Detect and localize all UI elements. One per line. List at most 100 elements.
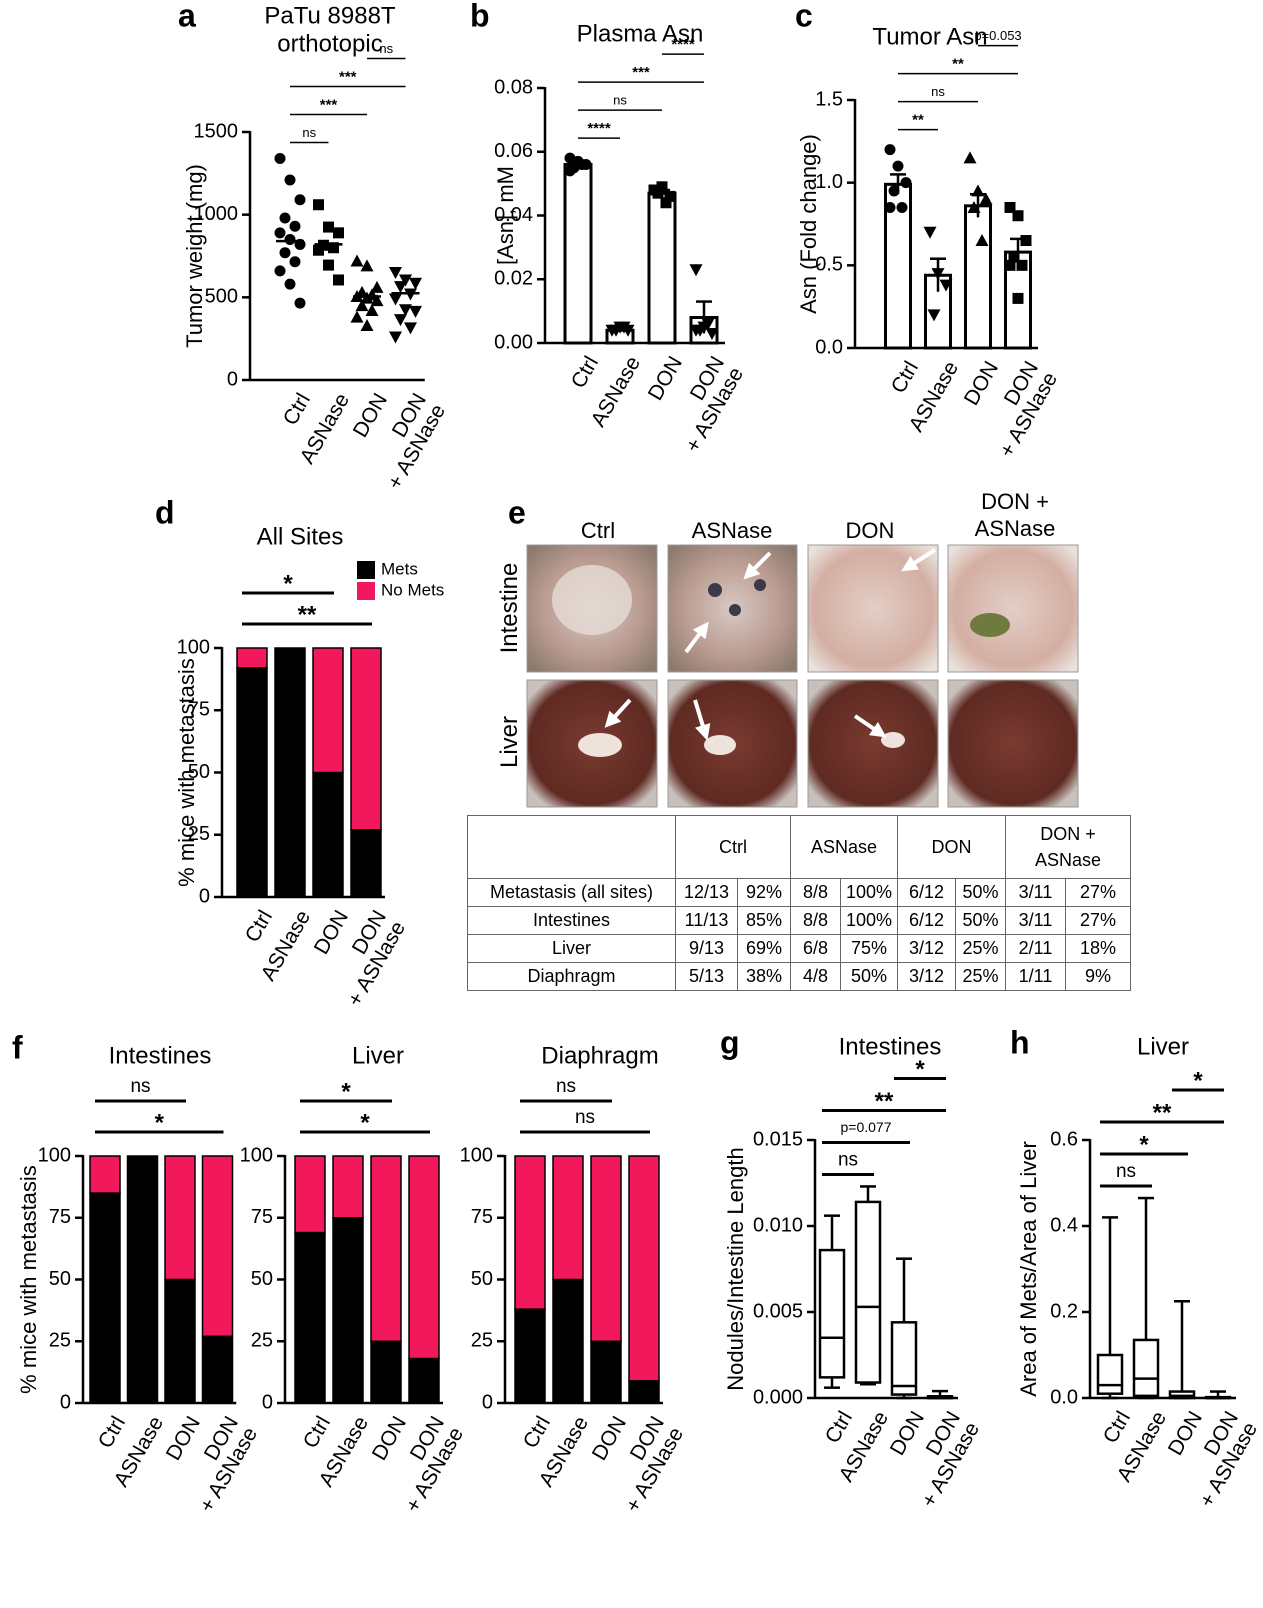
data-point [333,227,344,239]
data-point [294,194,306,206]
y-tick-label: 1.5 [815,88,843,110]
bar [964,204,992,350]
significance-label: *** [632,64,650,81]
chart-title: All Sites [257,523,344,550]
chart-title: PaTu 8988T [264,2,396,29]
significance-label: * [915,1056,925,1083]
bar-segment [236,667,268,898]
table-cell: 3/12 [897,962,956,991]
data-point [328,242,339,254]
table-cell: 6/12 [897,906,956,935]
bar-segment [514,1155,546,1310]
photo-detail [881,732,905,748]
y-tick-label: 0 [60,1391,71,1413]
chart-title: orthotopic [277,30,382,57]
table-cell: 5/13 [675,962,738,991]
significance-label: ns [556,1076,576,1097]
y-tick-label: 0.010 [753,1214,803,1236]
significance-label: ** [298,601,317,628]
significance-label: * [283,570,293,597]
data-point [284,278,296,290]
table-cell: 25% [955,934,1006,963]
photo-panel: e [508,494,1079,808]
panel-letter: g [720,1024,740,1060]
data-point [333,274,344,286]
table-cell: 6/12 [897,878,956,907]
y-tick-label: 25 [471,1330,493,1352]
y-tick-label: 100 [177,636,210,658]
arrow [684,621,709,654]
legend-swatch [357,561,375,579]
legend-swatch [357,582,375,600]
y-tick-label: 100 [38,1144,71,1166]
panel-letter: e [508,494,526,530]
data-point [279,212,291,224]
data-point [975,234,989,247]
chart-title: Intestines [839,1033,942,1060]
table-cell: 1/11 [1005,962,1066,991]
table-cell: 50% [955,878,1006,907]
y-tick-label: 0 [227,368,238,390]
data-point [1016,259,1028,271]
significance-label: ns [1116,1161,1136,1182]
bar-segment [201,1155,234,1338]
chart-title: Intestines [109,1042,212,1069]
table-cell: 69% [737,934,791,963]
data-point [284,174,296,186]
bar-segment [590,1155,622,1342]
page: e a PaTu 8988T orthotopic Tumor weight (mg)… [12,0,1263,1517]
data-point [350,310,364,323]
chart-title: Liver [1137,1033,1189,1060]
significance-label: ns [931,84,945,99]
data-point [409,305,422,318]
table-cell: 9% [1065,962,1131,991]
panel-letter: d [155,494,175,530]
bar-segment [514,1308,546,1404]
y-tick-label: 0.0 [815,336,843,358]
arrow [604,698,632,728]
bar-segment [164,1155,196,1281]
photo-intestine-asnase [667,544,798,673]
table-cell: 85% [737,906,791,935]
data-point [609,324,623,337]
data-point [939,279,953,292]
data-point [931,268,945,281]
table-cell: 50% [955,906,1006,935]
y-tick-label: 75 [251,1206,273,1228]
y-tick-label: 100 [240,1144,273,1166]
y-tick-label: 25 [188,823,210,845]
bar-segment [201,1335,234,1404]
table-cell: 6/8 [790,934,841,963]
data-point [323,259,334,271]
bar-segment [628,1155,660,1382]
significance-label: *** [320,96,338,113]
y-axis-label: [Asn], mM [493,166,518,265]
y-axis-label: Asn (Fold change) [796,134,821,314]
y-axis-label: % mice with metastasis [174,658,199,887]
data-point [399,304,412,317]
y-tick-label: 0.02 [494,268,533,290]
table-header-row: Ctrl ASNase DON DON + ASNase [467,815,1131,879]
data-point [404,288,417,301]
data-point [370,294,384,307]
photo-detail [708,583,722,597]
arrow [901,548,937,572]
table-cell: 38% [737,962,791,991]
data-point [689,324,703,337]
table-cell: 8/8 [790,906,841,935]
data-point [1020,235,1032,247]
table-cell: 27% [1065,906,1131,935]
data-point [399,274,412,287]
photo-detail [729,604,741,616]
significance-label: * [341,1078,351,1105]
significance-label: ns [379,41,393,56]
table-cell: 100% [840,906,898,935]
box [854,1200,882,1384]
data-point [394,314,407,327]
panel-letter: b [470,0,490,33]
table-cell: 12/13 [675,878,738,907]
data-point [888,185,900,197]
box [1132,1338,1160,1398]
chart-title: Diaphragm [541,1042,658,1069]
data-point [967,200,981,213]
